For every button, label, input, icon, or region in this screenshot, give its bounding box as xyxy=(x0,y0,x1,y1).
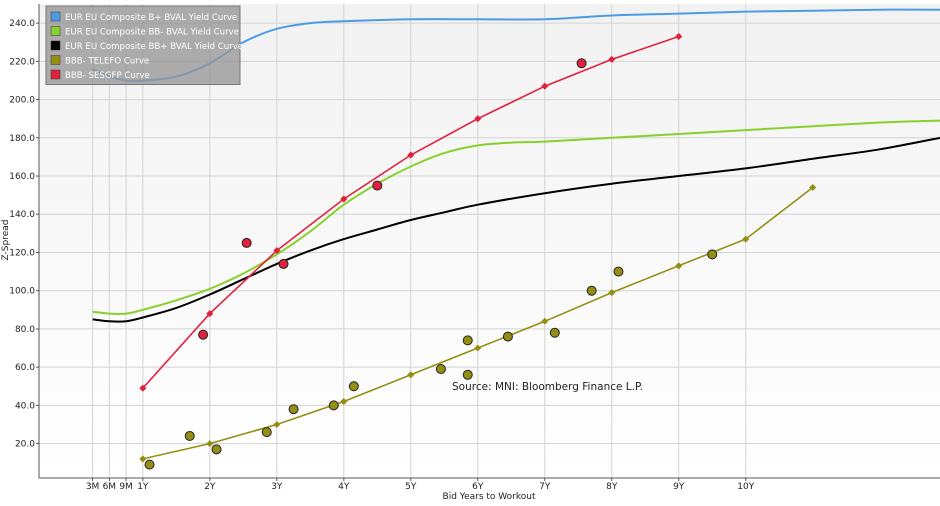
legend-swatch xyxy=(50,55,61,65)
legend-box xyxy=(45,5,241,85)
bond-point-0 xyxy=(707,249,718,260)
curve-point xyxy=(541,317,549,325)
bond-point-1 xyxy=(278,258,289,269)
axes: 20.0 40.0 60.0 80.0 100.0 120.0 140.0 160.0 180.… xyxy=(9,4,940,492)
bond-point-0 xyxy=(184,430,195,441)
x-tick-label: 2Y xyxy=(204,482,216,492)
grid-lines xyxy=(39,4,940,478)
curve-point xyxy=(407,151,415,159)
legend-label: BBB- SESGFP Curve xyxy=(65,71,150,81)
bond-point-0 xyxy=(502,331,513,342)
y-tick-label: 120.0 xyxy=(9,248,35,258)
curve-point xyxy=(541,82,549,90)
x-tick-label: 9Y xyxy=(673,482,685,492)
bond-point-0 xyxy=(613,266,624,277)
series-line-1 xyxy=(92,119,940,315)
y-tick-label: 80.0 xyxy=(15,325,35,335)
curve-point xyxy=(206,310,214,318)
bond-point-0 xyxy=(586,285,597,296)
legend-swatch xyxy=(50,11,61,22)
series-line-2 xyxy=(92,136,940,323)
source-note: Source: MNI: Bloomberg Finance L.P. xyxy=(452,381,643,393)
x-tick-label: 5Y xyxy=(405,482,417,492)
bond-point-0 xyxy=(144,459,155,470)
legend-swatch xyxy=(50,69,61,80)
x-tick-label: 7Y xyxy=(539,482,551,492)
legend-swatch xyxy=(50,26,61,36)
bond-point-0 xyxy=(435,364,446,375)
x-axis-label: Bid Years to Workout xyxy=(443,492,536,502)
x-tick-label: 10Y xyxy=(737,482,754,492)
x-tick-label: 6M xyxy=(103,482,117,492)
curve-point xyxy=(675,32,683,41)
y-tick-label: 20.0 xyxy=(15,440,35,450)
curve-point xyxy=(474,115,482,123)
curve-point xyxy=(608,55,616,63)
y-tick-label: 60.0 xyxy=(15,363,35,373)
bond-point-1 xyxy=(372,180,383,191)
y-tick-label: 200.0 xyxy=(9,96,35,106)
curve-point xyxy=(675,262,683,270)
bond-point-1 xyxy=(241,237,252,248)
y-tick-label: 160.0 xyxy=(9,172,35,182)
curve-point xyxy=(273,420,281,429)
series-points xyxy=(144,58,718,470)
curve-point xyxy=(809,183,817,192)
legend-label: BBB- TELEFO Curve xyxy=(65,57,149,67)
y-axis-label: Z-Spread xyxy=(1,220,11,261)
bond-point-0 xyxy=(261,427,272,438)
legend-label: EUR EU Composite BB- BVAL Yield Curve xyxy=(65,28,239,38)
curve-point xyxy=(273,247,281,255)
legend-label: EUR EU Composite B+ BVAL Yield Curve xyxy=(65,13,237,23)
series-lines xyxy=(92,8,940,463)
y-tick-label: 220.0 xyxy=(9,57,35,67)
curve-point xyxy=(340,397,348,406)
y-tick-label: 180.0 xyxy=(9,134,35,144)
bond-point-0 xyxy=(288,404,299,415)
x-tick-label: 1Y xyxy=(137,482,149,492)
bond-point-0 xyxy=(549,327,560,338)
y-tick-label: 140.0 xyxy=(9,210,35,220)
bond-point-1 xyxy=(576,58,587,69)
legend-swatch xyxy=(50,40,61,51)
curve-point xyxy=(608,289,616,297)
curve-point xyxy=(474,344,482,352)
curve-point xyxy=(139,455,147,463)
bond-point-0 xyxy=(348,381,359,392)
y-tick-label: 40.0 xyxy=(15,401,35,411)
x-tick-label: 3M xyxy=(86,482,100,492)
bond-point-0 xyxy=(462,335,473,346)
bond-point-0 xyxy=(211,444,222,455)
curve-point xyxy=(407,371,415,379)
legend: EUR EU Composite B+ BVAL Yield Curve EUR … xyxy=(45,5,243,85)
y-tick-label: 100.0 xyxy=(9,287,35,297)
legend-label: EUR EU Composite BB+ BVAL Yield Curve xyxy=(65,42,243,52)
curve-point xyxy=(340,195,348,203)
x-tick-label: 8Y xyxy=(606,482,618,492)
bond-point-0 xyxy=(462,369,473,380)
x-tick-label: 3Y xyxy=(271,482,283,492)
y-tick-label: 240.0 xyxy=(9,19,35,29)
bond-point-1 xyxy=(198,329,209,340)
x-tick-label: 4Y xyxy=(338,482,350,492)
curve-point xyxy=(206,440,214,448)
x-tick-label: 6Y xyxy=(472,482,484,492)
bond-point-0 xyxy=(328,400,339,411)
x-tick-label: 9M xyxy=(119,482,133,492)
